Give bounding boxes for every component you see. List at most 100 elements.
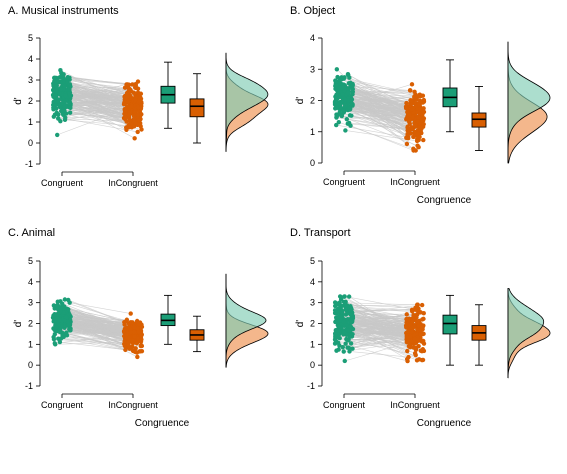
point-incongruent [125,106,131,111]
point-congruent [56,102,62,108]
paired-line [347,109,420,128]
point-congruent [350,331,355,337]
boxplot-congruent [442,59,458,133]
point-incongruent [138,343,144,349]
paired-line [351,343,416,351]
y-tick-label: 1 [28,339,33,349]
box [442,314,458,335]
point-congruent [338,80,343,86]
point-congruent [57,329,63,335]
point-incongruent [419,302,425,308]
point-incongruent [410,309,415,314]
point-incongruent [409,325,415,331]
point-incongruent [124,119,129,124]
y-tick-label: -1 [25,159,33,169]
paired-line [349,77,407,104]
point-incongruent [137,98,142,104]
paired-line [62,307,125,325]
point-congruent [55,99,61,104]
point-incongruent [407,88,413,93]
point-congruent [348,319,353,325]
point-incongruent [404,141,410,147]
density-congruent [225,52,269,152]
point-incongruent [421,116,427,121]
point-congruent [332,337,338,342]
point-congruent [51,105,56,110]
paired-line [350,325,408,352]
x-tick-label: Congruent [323,400,366,410]
paired-line [53,336,136,353]
point-incongruent [420,112,425,117]
point-congruent [348,123,353,128]
point-congruent [55,86,60,92]
paired-line [61,98,135,139]
y-tick-label: 5 [28,256,33,266]
point-incongruent [129,103,134,109]
point-congruent [54,304,60,309]
point-congruent [350,89,356,94]
point-incongruent [138,91,144,96]
point-congruent [336,120,342,125]
density-curves [225,273,269,368]
paired-line [343,109,413,118]
point-incongruent [416,115,421,120]
paired-line [60,89,132,106]
point-congruent [66,87,72,92]
paired-line [70,330,132,333]
point-incongruent [133,120,138,126]
boxplot-incongruent [189,73,205,144]
paired-line [69,84,130,128]
point-congruent [348,307,353,313]
paired-line [352,85,421,102]
point-congruent [346,86,351,92]
point-incongruent [128,311,133,316]
paired-line [57,108,129,136]
point-incongruent [135,79,141,84]
y-tick-label: 3 [310,298,315,308]
point-incongruent [132,334,137,339]
paired-line [64,119,129,126]
point-congruent [336,309,341,315]
point-congruent [347,75,352,80]
x-tick-label: InCongruent [390,177,440,187]
paired-line [69,89,132,107]
point-incongruent [132,136,137,141]
point-congruent [341,349,346,354]
point-incongruent [412,351,418,356]
point-congruent [340,92,345,97]
point-congruent [52,112,58,117]
point-incongruent [132,91,138,96]
x-tick-label: Congruent [41,178,84,188]
y-tick-label: 4 [28,277,33,287]
y-tick-label: 1 [28,117,33,127]
point-congruent [341,108,346,113]
panel-title: A. Musical instruments [8,5,119,17]
point-incongruent [130,338,135,344]
point-congruent [67,328,73,333]
data-points [50,297,145,360]
point-congruent [339,84,345,90]
point-incongruent [421,137,426,143]
point-congruent [349,113,354,118]
point-incongruent [138,124,143,129]
point-congruent [55,132,60,138]
point-congruent [53,325,59,330]
y-tick-label: 2 [28,96,33,106]
point-incongruent [416,357,422,362]
point-congruent [335,340,341,345]
point-congruent [346,294,352,299]
point-congruent [67,101,72,106]
density-congruent [225,273,267,368]
point-congruent [66,307,71,312]
point-congruent [336,302,341,307]
point-incongruent [409,98,414,103]
point-incongruent [126,124,132,130]
point-incongruent [137,349,142,354]
y-tick-label: 5 [28,33,33,43]
point-incongruent [413,104,418,109]
x-tick-label: InCongruent [390,400,440,410]
point-incongruent [128,326,133,332]
boxplot-congruent [442,294,458,366]
density-congruent [507,288,545,379]
point-incongruent [135,129,140,135]
